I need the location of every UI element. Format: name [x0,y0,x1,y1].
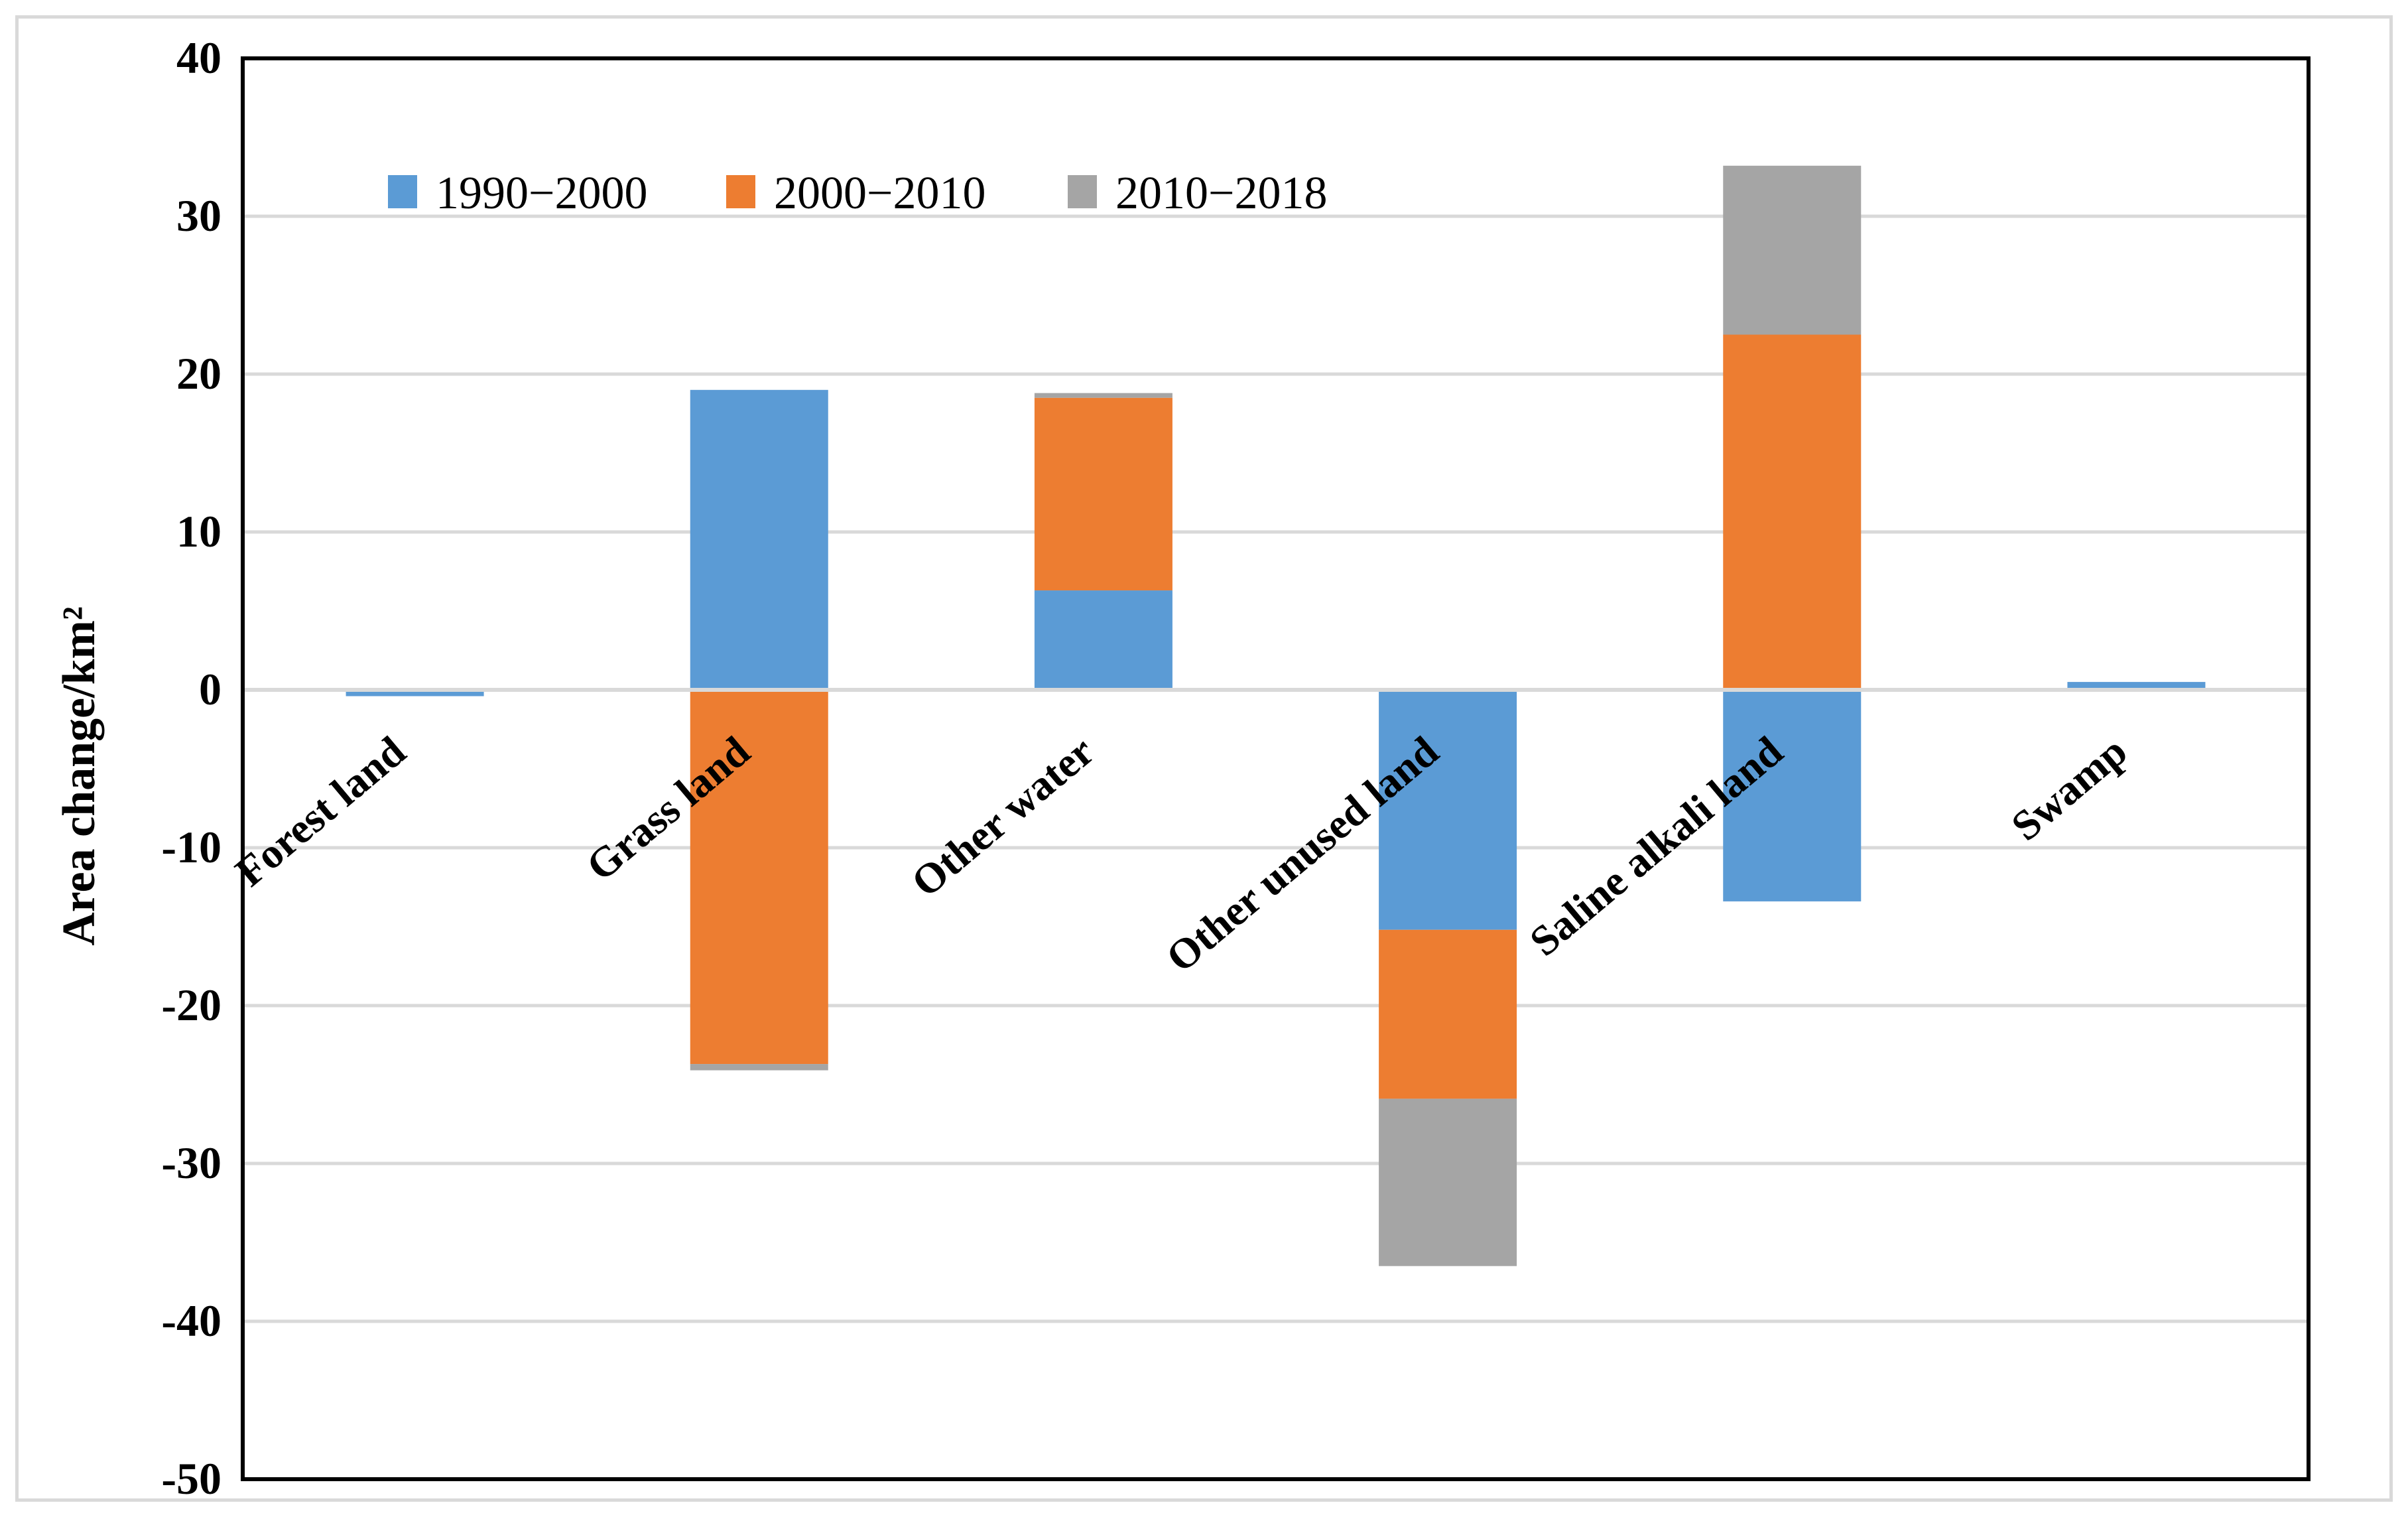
y-tick-label: 20 [176,348,222,399]
bar-other-water-series-0 [1034,590,1172,690]
legend-swatch [388,175,417,208]
bar-other-unused-land-series-0 [1379,690,1517,930]
bar-saline-alkali-land-series-0 [1723,690,1862,901]
x-category-label: Other water [903,727,1103,906]
bar-other-water-series-1 [1034,397,1172,591]
legend-label: 2000−2010 [774,168,985,219]
y-tick-label: 0 [199,664,222,714]
bar-grass-land-series-1 [690,690,828,1065]
y-tick-label: 10 [176,506,222,557]
legend-label: 1990−2000 [436,168,647,219]
y-tick-label: -50 [161,1453,222,1504]
y-tick-label: 40 [176,33,222,83]
figure-frame [15,15,2393,1502]
y-tick-label: -20 [161,980,222,1030]
bar-other-unused-land-series-1 [1379,929,1517,1099]
bar-grass-land-series-2 [690,1064,828,1071]
bar-saline-alkali-land-series-1 [1723,334,1862,690]
legend-label: 2010−2018 [1115,168,1327,219]
y-tick-label: -40 [161,1295,222,1346]
bar-other-unused-land-series-2 [1379,1098,1517,1266]
y-axis-label: Area change/km² [54,606,105,946]
plot-area-border [241,56,2311,1481]
legend-swatch [1068,175,1097,208]
y-tick-label: -10 [161,822,222,872]
y-tick-label: 30 [176,190,222,241]
x-category-label: Forest land [227,727,414,895]
x-category-label: Swamp [2002,727,2135,850]
y-tick-label: -30 [161,1138,222,1188]
bar-grass-land-series-0 [690,389,828,690]
legend-swatch [726,175,755,208]
bar-other-water-series-2 [1034,393,1172,398]
bar-forest-land-series-0 [346,690,484,696]
bar-swamp-series-0 [2067,682,2206,690]
bar-saline-alkali-land-series-2 [1723,165,1862,335]
